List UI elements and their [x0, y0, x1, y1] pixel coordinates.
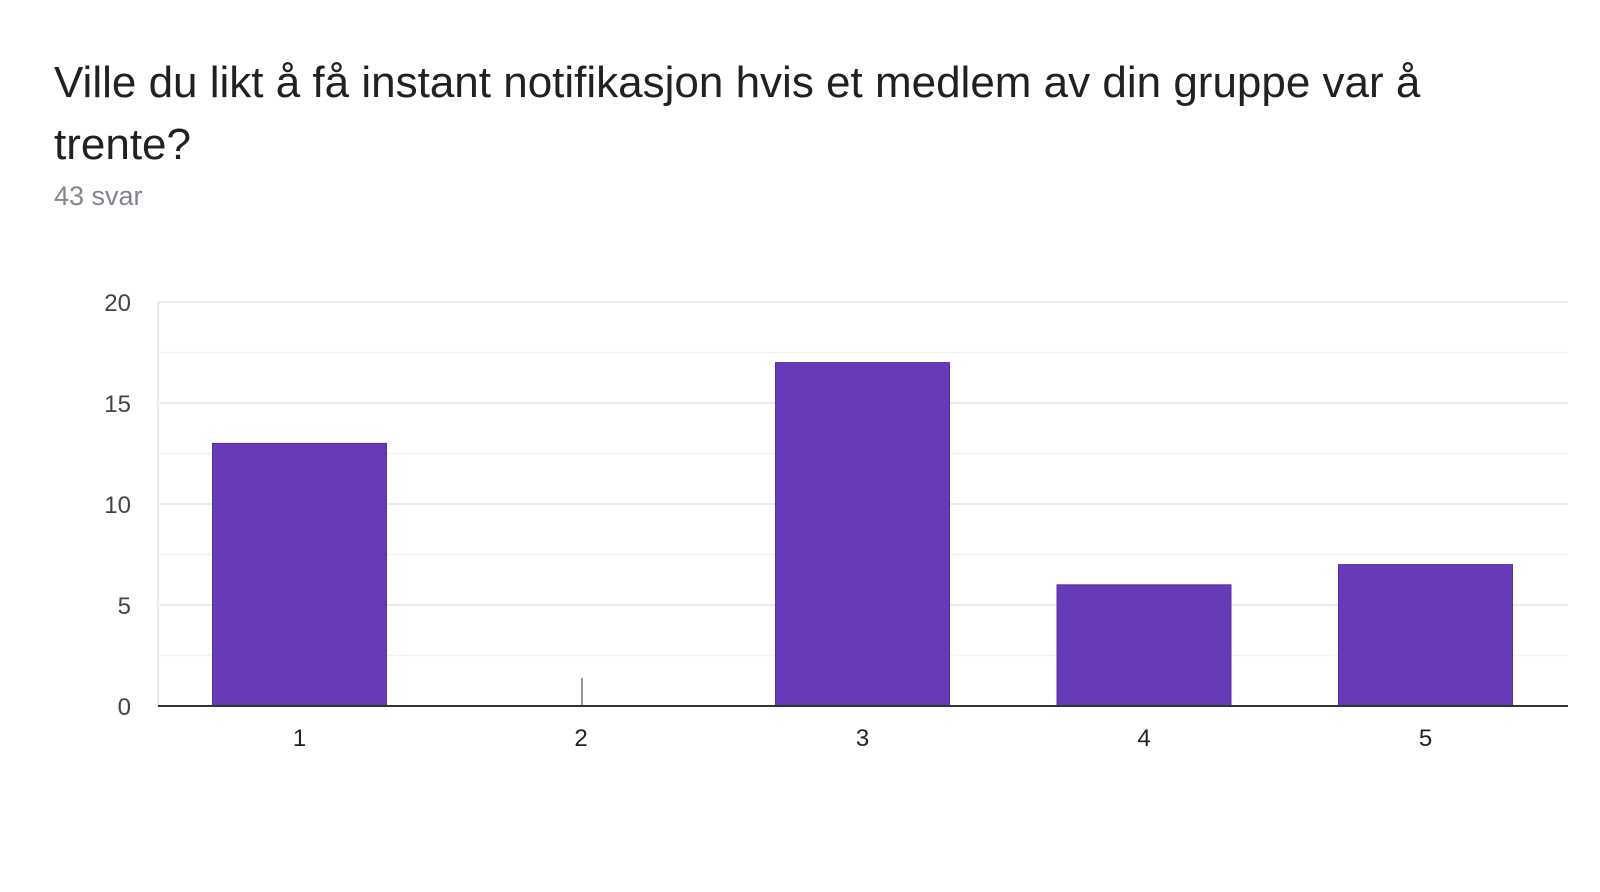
response-count: 43 svar — [54, 181, 143, 211]
x-axis-labels: 1 2 3 4 5 — [293, 725, 1432, 752]
x-tick-label: 4 — [1137, 725, 1150, 752]
y-axis-ticks: 0 5 10 15 20 — [104, 290, 131, 721]
x-tick-label: 2 — [574, 725, 587, 752]
y-tick-label: 0 — [118, 694, 131, 721]
y-tick-label: 15 — [104, 391, 131, 418]
y-tick-label: 5 — [118, 593, 131, 620]
x-tick-label: 5 — [1419, 725, 1432, 752]
chart-title: Ville du likt å få instant notifikasjon … — [54, 58, 1421, 169]
y-tick-label: 10 — [104, 492, 131, 519]
axes — [157, 302, 1568, 707]
bar-4 — [1056, 584, 1232, 707]
bar-1 — [212, 442, 387, 707]
x-tick-label: 3 — [856, 725, 869, 752]
bar-3 — [775, 362, 950, 707]
x-tick-label: 1 — [293, 725, 306, 752]
bar-5 — [1338, 564, 1513, 707]
bars — [212, 362, 1513, 707]
y-tick-label: 20 — [104, 290, 131, 317]
